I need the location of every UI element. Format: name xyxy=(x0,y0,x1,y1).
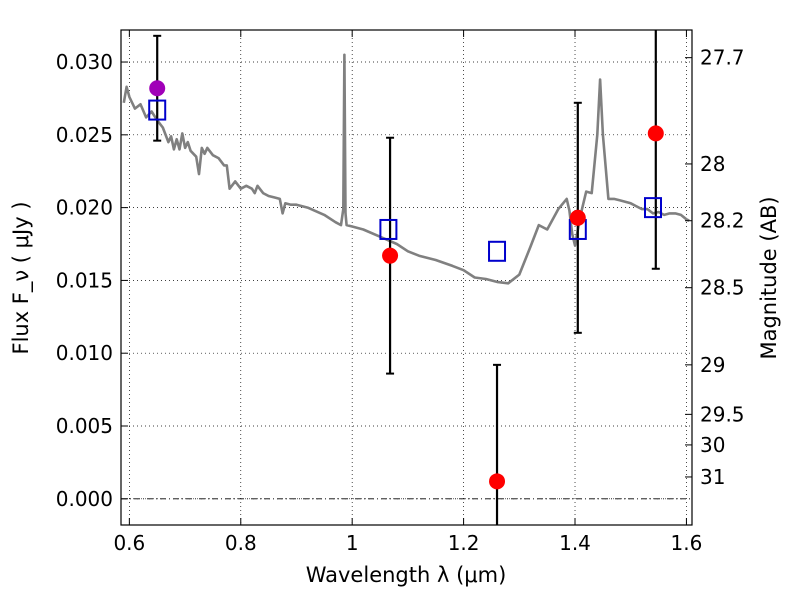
y2-tick-label: 28 xyxy=(700,152,725,176)
model-square-marker xyxy=(379,218,398,240)
x-tick-label: 1 xyxy=(346,531,359,555)
x-tick-label: 1.4 xyxy=(559,531,591,555)
y-tick-label: 0.005 xyxy=(56,414,113,438)
x-tick-label: 1.6 xyxy=(671,531,703,555)
y2-tick-label: 30 xyxy=(700,433,725,457)
plot-area xyxy=(121,30,692,525)
y2-tick-label: 27.7 xyxy=(700,46,745,70)
y-tick-label: 0.010 xyxy=(56,341,113,365)
ticks: 0.6 0.8 1 1.2 1.4 1.6 0.000 0.005 0.010 0.015 0.02… xyxy=(56,30,745,555)
y-tick-label: 0.020 xyxy=(56,196,113,220)
y2-axis-title: Magnitude (AB) xyxy=(757,196,781,359)
plot-area-background xyxy=(121,30,692,525)
spectrum-line xyxy=(122,53,690,285)
model-square-marker xyxy=(148,99,167,121)
y-tick-label: 0.030 xyxy=(56,50,113,74)
y-tick-label: 0.000 xyxy=(56,487,113,511)
x-tick-label: 1.2 xyxy=(448,531,480,555)
y-tick-label: 0.015 xyxy=(56,268,113,292)
x-axis-title: Wavelength λ (μm) xyxy=(306,563,507,587)
data-point-marker xyxy=(382,247,399,264)
data-point-marker xyxy=(149,80,166,97)
model-square-marker xyxy=(488,240,507,262)
model-square-marker xyxy=(644,197,663,219)
x-tick-label: 0.8 xyxy=(225,531,257,555)
y-axis-title: Flux F_ν ( μJy ) xyxy=(9,201,34,354)
plot-frame xyxy=(120,29,693,526)
y2-tick-label: 28.5 xyxy=(700,276,745,300)
data-point-marker xyxy=(489,473,506,490)
grid xyxy=(121,30,692,525)
y2-tick-label: 31 xyxy=(700,465,725,489)
data-point-marker xyxy=(569,209,586,226)
y2-tick-label: 29 xyxy=(700,353,725,377)
y2-tick-label: 28.2 xyxy=(700,209,745,233)
y2-tick-label: 29.5 xyxy=(700,402,745,426)
y-tick-label: 0.025 xyxy=(56,123,113,147)
x-tick-label: 0.6 xyxy=(113,531,145,555)
data-point-marker xyxy=(647,125,664,142)
